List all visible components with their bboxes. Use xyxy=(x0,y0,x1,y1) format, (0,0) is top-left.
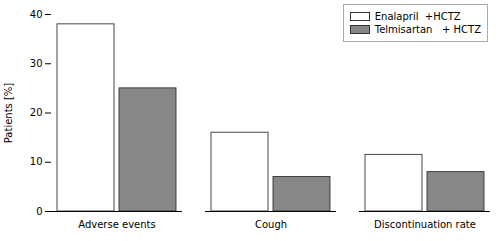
html-text:Telmisartan + HCTZ: Telmisartan + HCTZ xyxy=(374,24,481,35)
svg-text:Discontinuation rate: Discontinuation rate xyxy=(374,219,476,230)
svg-text:10: 10 xyxy=(30,156,43,167)
svg-text:30: 30 xyxy=(30,58,43,69)
html-text:Enalapril +HCTZ: Enalapril +HCTZ xyxy=(374,11,461,22)
svg-text:20: 20 xyxy=(30,107,43,118)
svg-text:Adverse events: Adverse events xyxy=(78,219,155,230)
svg-text:Patients [%]: Patients [%] xyxy=(3,83,14,144)
svg-text:Cough: Cough xyxy=(255,219,287,230)
svg-text:0: 0 xyxy=(36,206,42,217)
svg-text:40: 40 xyxy=(30,9,43,20)
